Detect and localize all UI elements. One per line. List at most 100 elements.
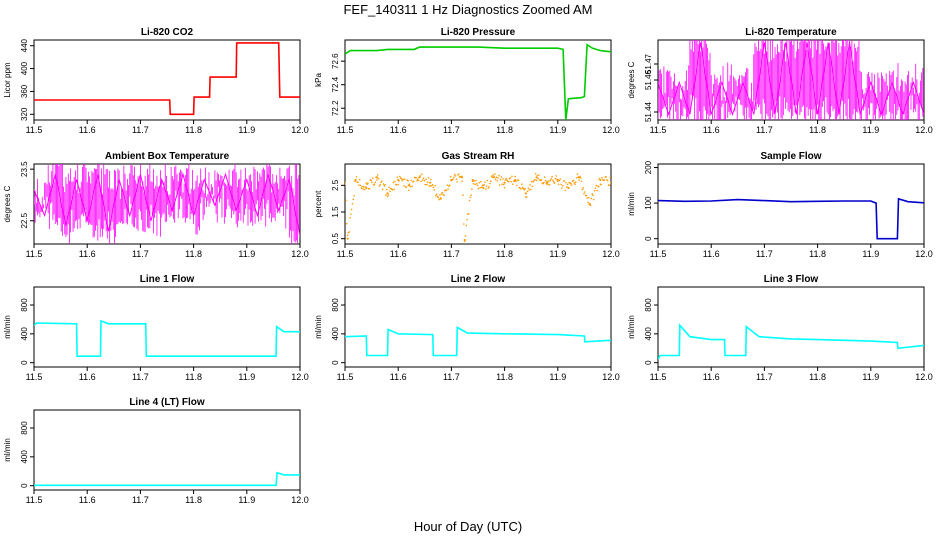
data-point [407, 179, 409, 182]
figure-xlabel: Hour of Day (UTC) [414, 519, 522, 534]
data-point [494, 178, 497, 181]
y-tick-label: 1.5 [331, 206, 340, 218]
x-tick-label: 11.7 [443, 372, 460, 382]
data-point [396, 176, 399, 178]
data-point [372, 177, 374, 180]
data-point [600, 183, 602, 186]
data-point [362, 188, 364, 190]
data-point [529, 184, 531, 186]
series-group [345, 326, 611, 357]
data-point [599, 178, 602, 182]
data-point [368, 188, 371, 190]
x-tick-label: 11.9 [238, 372, 255, 382]
data-point [558, 179, 561, 182]
data-point [394, 180, 396, 183]
chart-panel: Li-820 Pressure kPa 11.5 11.6 11.7 11.8 11.9 12… [314, 27, 620, 135]
data-point [476, 184, 479, 187]
data-point [350, 213, 352, 215]
data-point [557, 183, 560, 186]
data-point [348, 231, 351, 233]
x-tick-label: 12.0 [915, 372, 933, 382]
data-point [528, 189, 530, 191]
x-tick-label: 11.6 [79, 249, 96, 259]
data-point [546, 181, 549, 184]
data-point [531, 185, 534, 188]
data-point [509, 177, 512, 179]
data-point [374, 181, 377, 184]
x-tick-label: 11.6 [79, 125, 96, 135]
y-tick-label: 800 [644, 298, 653, 312]
data-point [492, 174, 494, 176]
plot-frame [33, 39, 301, 121]
data-point [471, 178, 474, 182]
data-point [555, 175, 557, 177]
data-point [563, 180, 566, 182]
panel-title: Line 4 (LT) Flow [129, 397, 205, 408]
x-tick-label: 11.7 [756, 372, 773, 382]
y-tick-label: 440 [20, 38, 29, 52]
data-point [410, 179, 413, 182]
data-point [382, 183, 385, 185]
panel-grid: Li-820 CO2 Licor ppm 11.5 11.6 11.7 11.8 11.9 1… [3, 27, 933, 505]
data-point [553, 182, 556, 184]
data-point [424, 183, 427, 186]
series-group [345, 43, 611, 120]
data-point [346, 234, 349, 237]
data-point [386, 192, 389, 195]
data-point [345, 183, 346, 186]
y-axis-label: ml/min [314, 315, 323, 339]
series-line [34, 319, 300, 357]
data-point [549, 179, 552, 182]
data-point [593, 198, 595, 201]
series-line [345, 43, 611, 120]
chart-panel: Line 2 Flow ml/min 11.5 11.6 11.7 11.8 11.9 12.… [314, 274, 620, 382]
x-tick-label: 11.7 [132, 249, 149, 259]
y-tick-label: 72.6 [331, 53, 340, 69]
chart-panel: Line 1 Flow ml/min 11.5 11.6 11.7 11.8 11.9 12.… [3, 274, 309, 382]
x-tick-label: 11.7 [756, 249, 773, 259]
y-tick-label: 200 [644, 160, 653, 174]
data-point [571, 180, 574, 183]
data-point [535, 176, 538, 179]
data-point [385, 194, 387, 196]
data-point [556, 178, 559, 182]
data-point [550, 178, 553, 180]
y-tick-label: 51.46 [644, 69, 653, 90]
data-point [606, 179, 609, 182]
data-point [495, 176, 498, 178]
x-tick-label: 11.6 [390, 372, 407, 382]
data-point [349, 217, 351, 219]
data-point [363, 186, 365, 188]
data-point [419, 175, 422, 177]
x-tick-label: 11.9 [238, 125, 255, 135]
data-point [429, 185, 431, 187]
data-point [360, 187, 363, 190]
data-point [535, 179, 538, 182]
series-line [34, 471, 300, 487]
data-point [435, 193, 438, 196]
data-point [503, 186, 506, 189]
y-axis-label: Licor ppm [3, 62, 12, 97]
x-tick-label: 11.5 [337, 249, 354, 259]
x-tick-label: 12.0 [915, 125, 933, 135]
data-point [552, 179, 554, 182]
series-group [34, 42, 300, 116]
data-point [475, 179, 477, 182]
data-point [402, 178, 404, 181]
data-point [520, 183, 523, 185]
data-point [467, 213, 470, 215]
data-point [370, 179, 372, 182]
data-point [478, 181, 481, 184]
chart-panel: Ambient Box Temperature degrees C 11.5 11.6… [3, 151, 309, 259]
data-point [594, 187, 597, 190]
data-point [427, 176, 430, 179]
series-group [34, 319, 300, 357]
x-tick-label: 11.8 [496, 372, 513, 382]
x-tick-label: 11.8 [496, 125, 513, 135]
x-tick-label: 11.5 [26, 495, 43, 505]
data-point [365, 182, 368, 184]
data-point [450, 178, 453, 182]
y-tick-label: 0 [20, 360, 29, 365]
data-point [403, 185, 405, 187]
x-tick-label: 11.8 [185, 125, 202, 135]
